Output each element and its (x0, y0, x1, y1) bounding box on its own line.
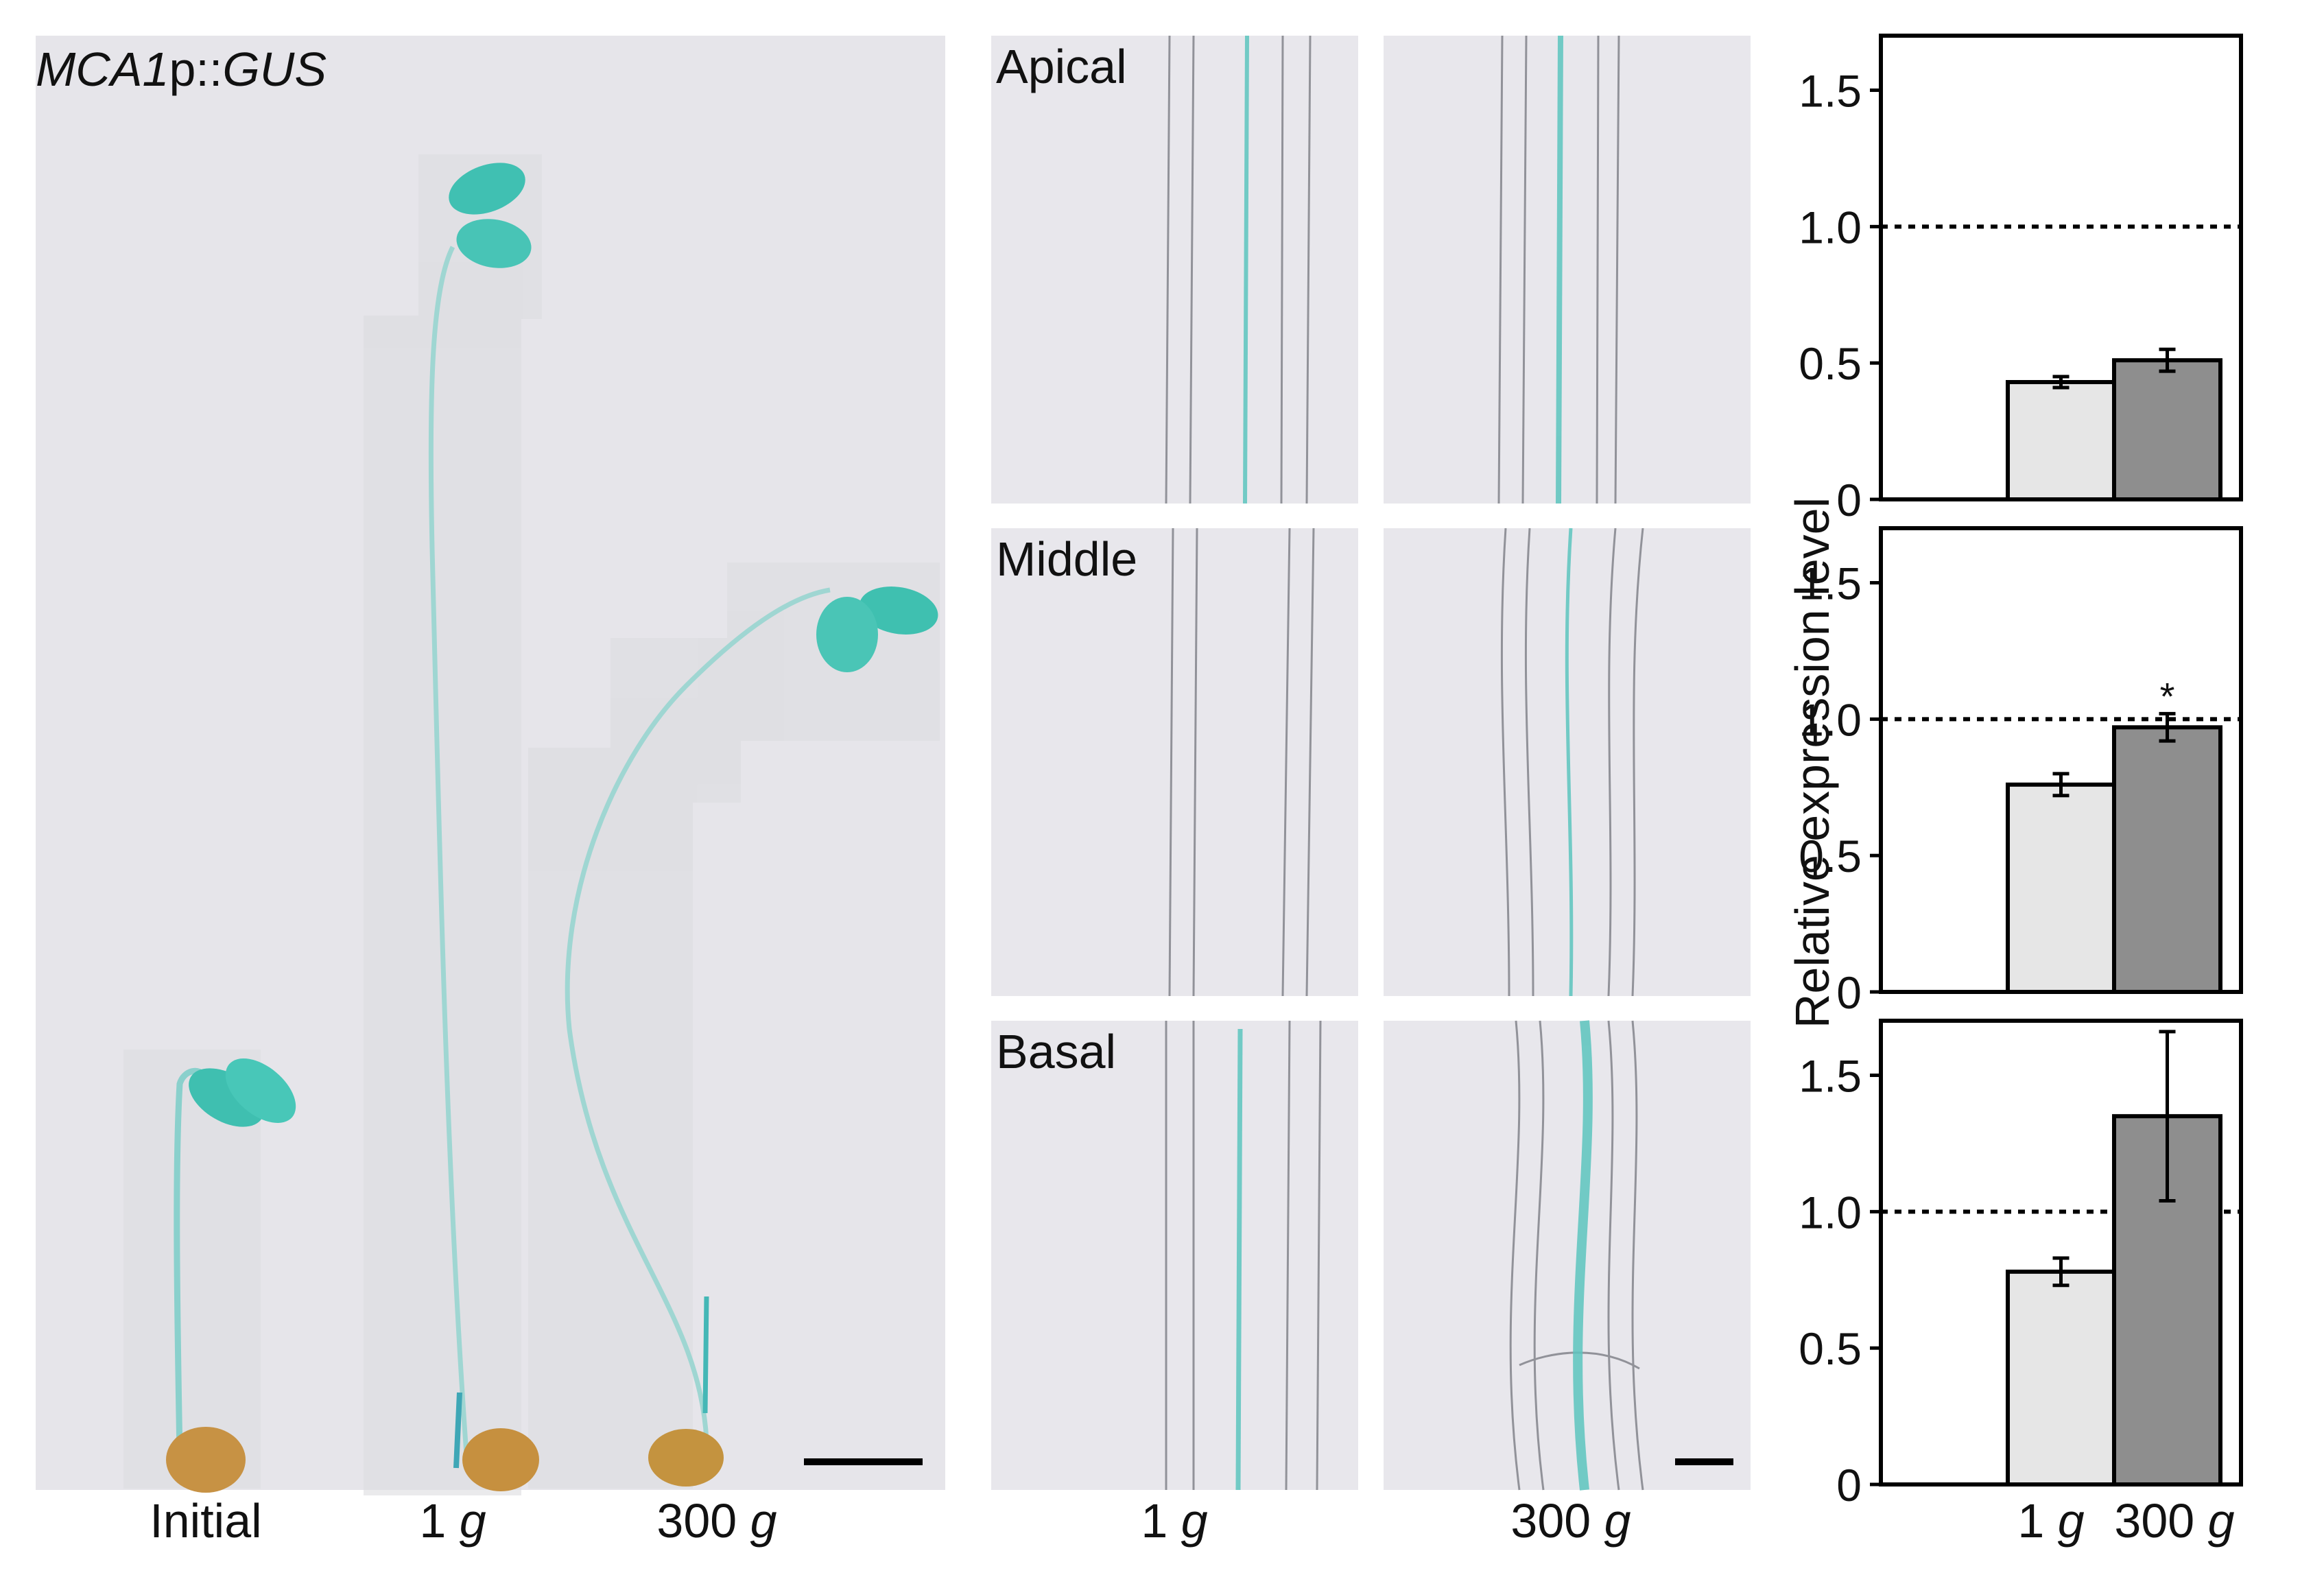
micrograph-apical-300g (1384, 36, 1751, 504)
y-tick-label: 1.5 (1799, 66, 1862, 117)
bar-300g (2112, 358, 2222, 502)
row-label-middle: Middle (996, 532, 1138, 586)
label-1g-seedling: 1 g (419, 1494, 486, 1548)
image-tiles (123, 154, 940, 1495)
micrograph-basal-300g (1384, 1021, 1751, 1490)
bar-1g (2006, 1269, 2116, 1487)
y-tick-label: 0.5 (1799, 831, 1862, 881)
row-label-apical: Apical (996, 40, 1127, 93)
column-label-1g: 1 g (1141, 1494, 1208, 1548)
y-tick-label: 0 (1836, 967, 1862, 1018)
chart-category-1g: 1 g (2017, 1494, 2085, 1548)
y-tick-label: 1.5 (1799, 1051, 1862, 1102)
y-tick-label: 1.0 (1799, 1187, 1862, 1238)
micrograph-apical-1g (991, 36, 1358, 504)
y-tick-label: 0 (1836, 1460, 1862, 1511)
significance-marker: * (2160, 674, 2175, 718)
label-initial: Initial (150, 1494, 262, 1548)
reporter-name: GUS (222, 43, 327, 96)
y-tick-label: 0.5 (1799, 338, 1862, 389)
micrograph-basal-1g (991, 1021, 1358, 1490)
y-tick-label: 1.0 (1799, 202, 1862, 252)
y-tick-label: 1.0 (1799, 694, 1862, 745)
bar-1g (2006, 782, 2116, 994)
seedling-1g (428, 163, 539, 1491)
micrograph-middle-1g (991, 528, 1358, 996)
y-axis-label: Relative expression level (1786, 497, 1839, 1029)
column-label-300g: 300 g (1510, 1494, 1631, 1548)
label-300g-seedling: 300 g (656, 1494, 777, 1548)
bar-300g (2112, 725, 2222, 994)
promoter-suffix: p:: (169, 43, 223, 96)
y-tick-label: 0.5 (1799, 1323, 1862, 1374)
chart-category-300g: 300 g (2114, 1494, 2235, 1548)
panel-a-title: MCA1p::GUS (36, 45, 327, 93)
row-label-basal: Basal (996, 1025, 1117, 1078)
seedling-300g (565, 587, 938, 1487)
seedling-initial (166, 1058, 296, 1493)
bar-1g (2006, 380, 2116, 502)
y-tick-label: 1.5 (1799, 558, 1862, 609)
gene-name: MCA1 (36, 43, 169, 96)
y-tick-label: 0 (1836, 475, 1862, 525)
